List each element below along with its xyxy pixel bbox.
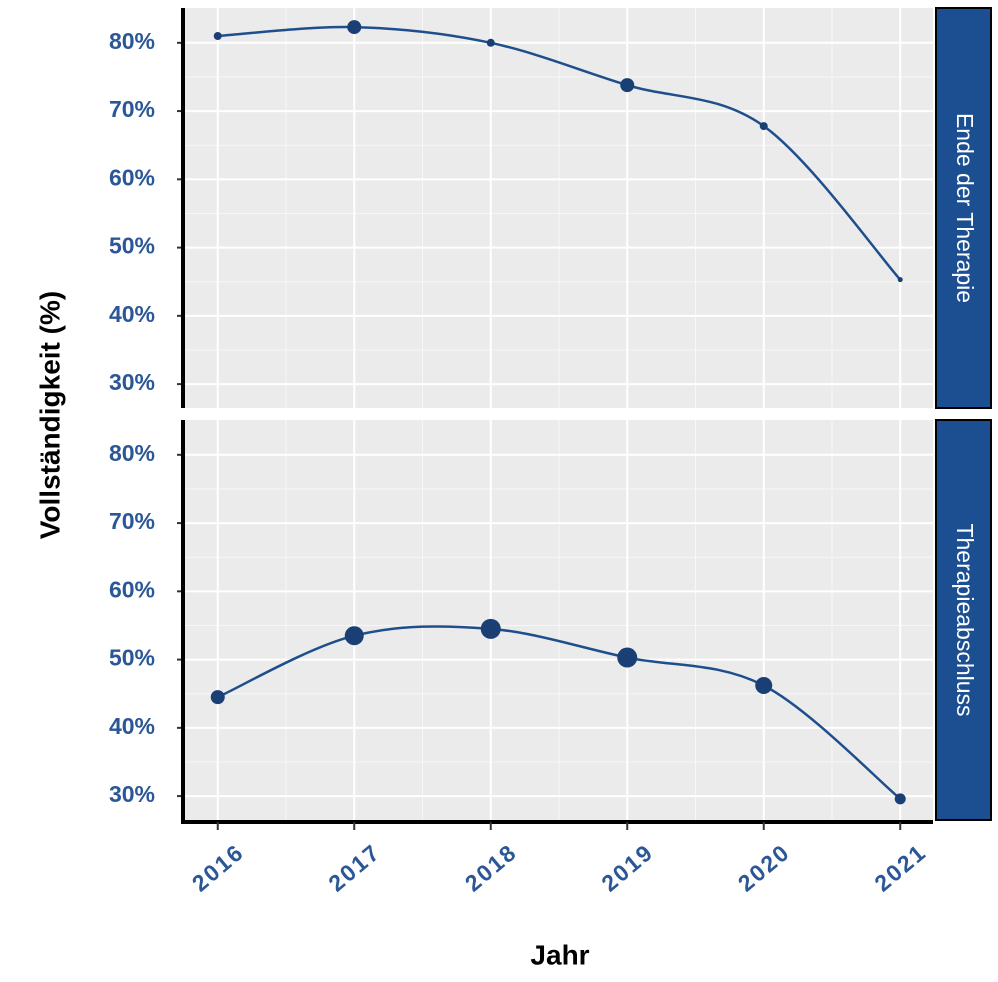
facet-label: Ende der Therapie [952, 113, 978, 303]
data-point [344, 626, 364, 646]
facet-strip [935, 419, 992, 821]
x-tick-label: 2019 [596, 839, 658, 897]
y-tick-label: 50% [109, 233, 155, 259]
y-axis-title: Vollständigkeit (%) [34, 291, 65, 539]
y-tick-label: 70% [109, 96, 155, 122]
data-point [620, 78, 635, 93]
data-point [347, 20, 362, 35]
y-tick-label: 50% [109, 645, 155, 671]
data-point [486, 38, 495, 47]
data-point [759, 122, 768, 131]
y-tick-label: 70% [109, 508, 155, 534]
facet-label: Therapieabschluss [952, 523, 978, 716]
x-tick-label: 2020 [733, 839, 795, 897]
x-tick-label: 2016 [187, 839, 249, 897]
facet-strip [935, 7, 992, 409]
y-tick-label: 30% [109, 369, 155, 395]
series-line [217, 25, 902, 281]
data-point [894, 793, 906, 805]
y-tick-label: 40% [109, 713, 155, 739]
x-tick-label: 2017 [323, 839, 385, 897]
y-tick-label: 80% [109, 28, 155, 54]
data-point [617, 647, 638, 668]
y-tick-label: 60% [109, 164, 155, 190]
x-tick-label: 2018 [460, 839, 522, 897]
data-point [213, 31, 222, 40]
x-axis-title: Jahr [530, 939, 589, 970]
x-tick-label: 2021 [869, 839, 931, 897]
data-point [897, 277, 903, 283]
data-point [480, 618, 501, 639]
y-tick-label: 30% [109, 781, 155, 807]
y-tick-label: 60% [109, 576, 155, 602]
data-point [755, 677, 773, 695]
data-point [210, 690, 225, 705]
y-tick-label: 80% [109, 440, 155, 466]
series-line [217, 625, 902, 800]
y-tick-label: 40% [109, 301, 155, 327]
